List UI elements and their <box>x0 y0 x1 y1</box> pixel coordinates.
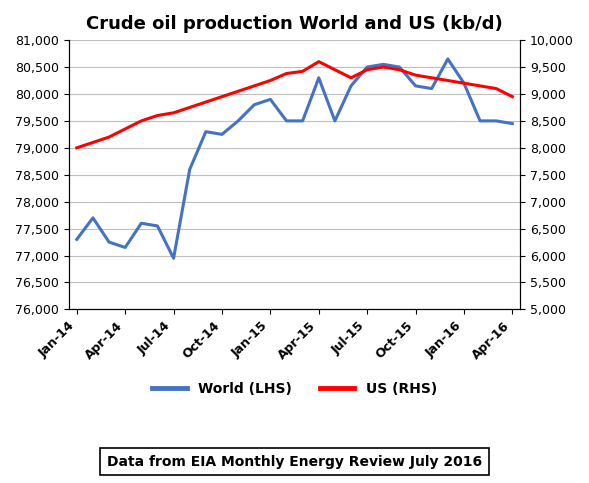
US (RHS) <box>363 67 370 72</box>
US (RHS) <box>122 126 129 132</box>
World (LHS) <box>170 256 177 261</box>
World (LHS) <box>138 220 145 226</box>
Line: World (LHS): World (LHS) <box>77 59 512 258</box>
World (LHS) <box>412 83 419 89</box>
US (RHS) <box>461 80 468 86</box>
US (RHS) <box>154 113 161 118</box>
World (LHS) <box>234 118 241 124</box>
US (RHS) <box>283 71 290 76</box>
US (RHS) <box>267 78 274 84</box>
US (RHS) <box>186 104 193 110</box>
World (LHS) <box>380 61 387 67</box>
World (LHS) <box>299 118 306 124</box>
US (RHS) <box>105 134 112 140</box>
World (LHS) <box>202 129 209 135</box>
World (LHS) <box>219 131 226 137</box>
World (LHS) <box>73 237 80 242</box>
World (LHS) <box>396 64 403 70</box>
World (LHS) <box>105 239 112 245</box>
US (RHS) <box>299 69 306 74</box>
World (LHS) <box>428 85 435 91</box>
World (LHS) <box>90 215 97 221</box>
World (LHS) <box>267 97 274 102</box>
World (LHS) <box>363 64 370 70</box>
US (RHS) <box>234 88 241 94</box>
Text: Data from EIA Monthly Energy Review July 2016: Data from EIA Monthly Energy Review July… <box>107 455 482 469</box>
US (RHS) <box>492 85 499 91</box>
World (LHS) <box>348 83 355 89</box>
Title: Crude oil production World and US (kb/d): Crude oil production World and US (kb/d) <box>86 15 503 33</box>
US (RHS) <box>412 72 419 78</box>
World (LHS) <box>186 167 193 172</box>
US (RHS) <box>202 99 209 105</box>
World (LHS) <box>444 56 451 62</box>
US (RHS) <box>90 140 97 145</box>
World (LHS) <box>315 75 322 81</box>
World (LHS) <box>283 118 290 124</box>
US (RHS) <box>348 75 355 81</box>
US (RHS) <box>509 94 516 99</box>
US (RHS) <box>219 94 226 99</box>
Legend: World (LHS), US (RHS): World (LHS), US (RHS) <box>147 376 442 401</box>
Line: US (RHS): US (RHS) <box>77 62 512 148</box>
World (LHS) <box>477 118 484 124</box>
US (RHS) <box>396 67 403 72</box>
World (LHS) <box>154 223 161 229</box>
World (LHS) <box>461 80 468 86</box>
US (RHS) <box>315 59 322 65</box>
World (LHS) <box>332 118 339 124</box>
US (RHS) <box>332 67 339 72</box>
US (RHS) <box>170 110 177 116</box>
US (RHS) <box>444 78 451 84</box>
US (RHS) <box>138 118 145 124</box>
US (RHS) <box>251 83 258 89</box>
US (RHS) <box>428 75 435 81</box>
US (RHS) <box>73 145 80 151</box>
World (LHS) <box>122 244 129 250</box>
World (LHS) <box>492 118 499 124</box>
World (LHS) <box>509 121 516 127</box>
World (LHS) <box>251 102 258 108</box>
US (RHS) <box>380 64 387 70</box>
US (RHS) <box>477 83 484 89</box>
